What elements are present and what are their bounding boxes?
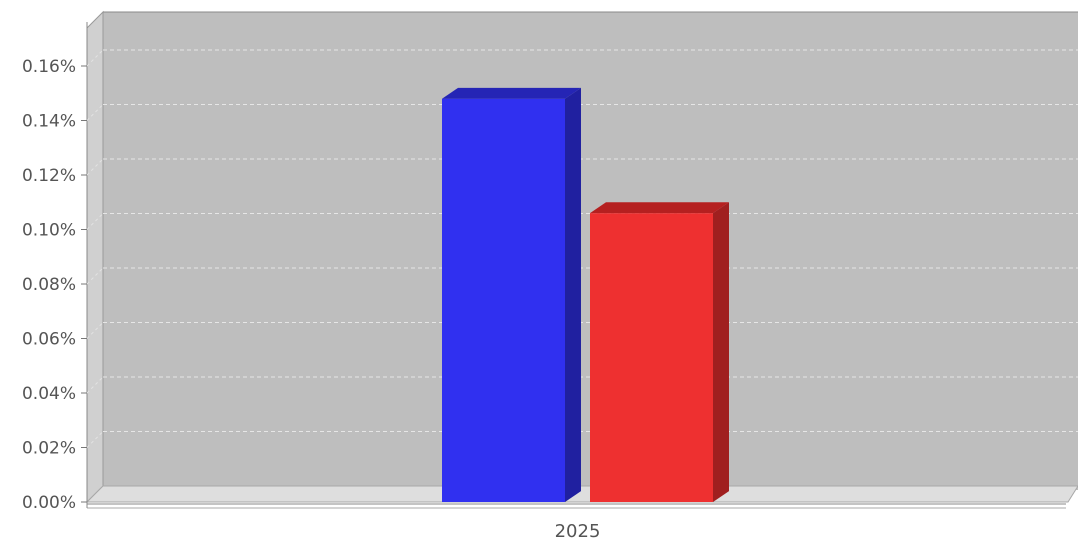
bars [442,87,729,502]
bar-side [713,202,729,502]
y-tick-label: 0.12% [22,166,76,186]
y-tick-label: 0.14% [22,112,76,132]
bar [590,202,729,502]
y-tick-label: 0.06% [22,330,76,350]
bar-front [590,213,713,502]
y-tick-label: 0.04% [22,384,76,404]
y-tick-label: 0.16% [22,57,76,77]
gridline-side [86,49,104,67]
gridline-side [86,267,104,285]
bar-side [565,87,581,502]
plot-floor [85,485,1078,503]
gridline-side [86,158,104,176]
x-tick-label: 2025 [555,521,601,539]
x-axis: 2025 [555,521,601,539]
y-tick-label: 0.02% [22,439,76,459]
grid-lines [86,49,1078,448]
chart-frame [85,10,1078,509]
bar-top [442,87,581,99]
gridline-side [86,104,104,121]
y-axis: 0.00% 0.02% 0.04% 0.06% 0.08% 0.10% 0.12% 0.14%… [22,57,87,513]
y-tick-label: 0.08% [22,275,76,295]
bar-front [442,98,565,502]
bar [442,87,581,502]
gridline-side [86,213,104,230]
y-tick-label: 0.10% [22,221,76,241]
gridline-side [86,322,104,339]
gridline-side [86,376,104,394]
bar-top [590,202,729,214]
plot-left-wall [86,10,104,504]
y-tick-label: 0.00% [22,493,76,513]
gridline-side [86,431,104,448]
